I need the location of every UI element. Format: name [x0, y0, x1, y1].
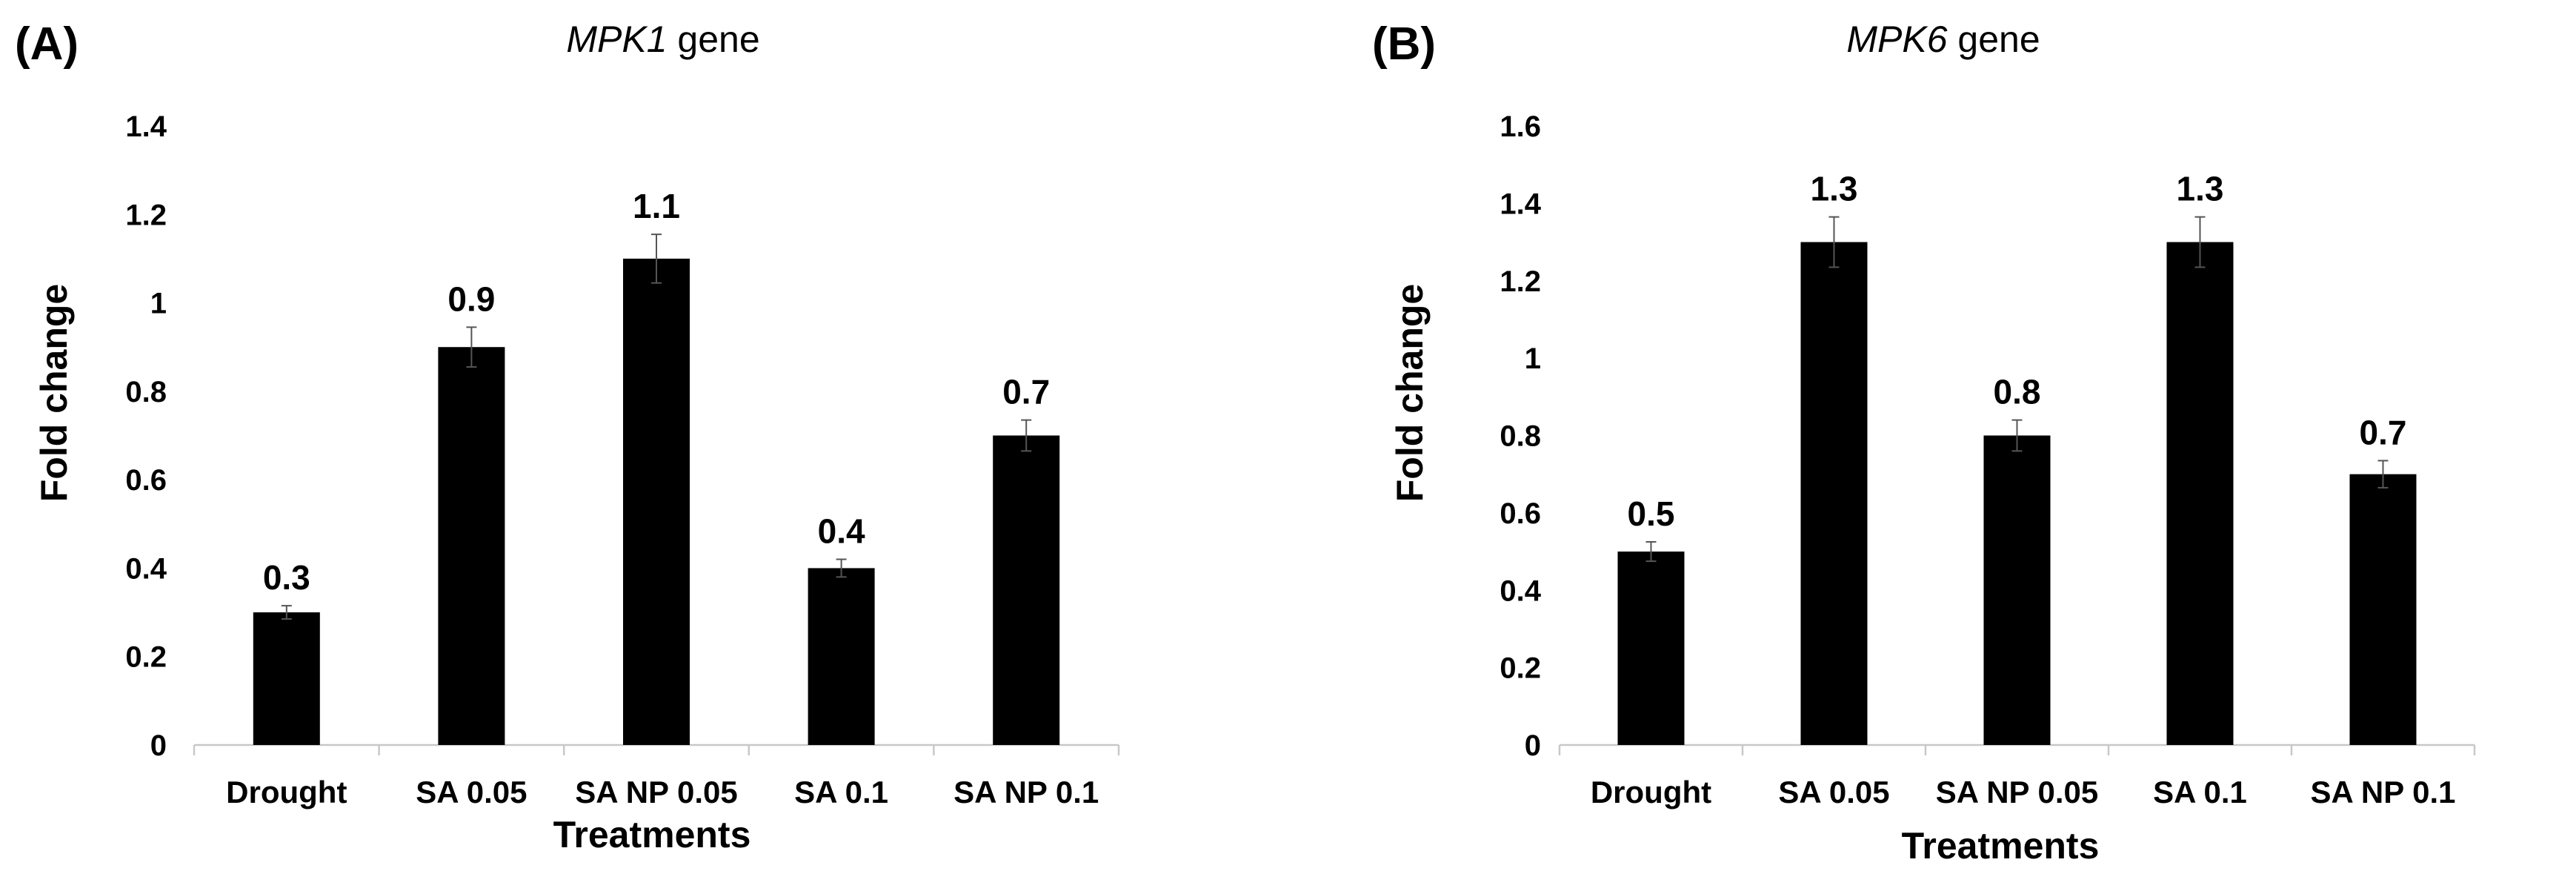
data-label: 1.3 — [2177, 170, 2224, 208]
bar — [993, 435, 1060, 745]
y-tick-label: 0 — [1525, 729, 1541, 762]
x-tick-label: SA 0.1 — [2153, 775, 2247, 809]
y-tick-label: 0.8 — [1500, 420, 1541, 453]
y-axis-title: Fold change — [33, 284, 75, 502]
y-tick-label: 1.2 — [1500, 265, 1541, 298]
bar — [1800, 242, 1868, 745]
x-tick-label: SA 0.1 — [794, 775, 888, 809]
y-tick-label: 0.2 — [125, 641, 167, 674]
y-tick-label: 1.6 — [1500, 110, 1541, 143]
bar — [808, 568, 875, 745]
y-tick-label: 0.8 — [125, 376, 167, 408]
panel-label: (A) — [15, 19, 79, 70]
x-tick-label: SA 0.05 — [1778, 775, 1889, 809]
bar — [1983, 435, 2051, 745]
chart-title-rest: gene — [1948, 19, 2040, 60]
data-label: 0.7 — [1002, 373, 1050, 411]
x-axis: Drought SA 0.05 SA NP 0.05 SA 0.1 SA NP 0.1 — [1558, 744, 2476, 809]
y-axis-ticks: 0 0.2 0.4 0.6 0.8 1 1.2 1.4 — [125, 110, 167, 762]
y-tick-label: 0.4 — [1500, 574, 1541, 607]
bars: 0.5 1.3 0.8 1.3 0.7 — [1617, 170, 2417, 745]
data-label: 0.4 — [818, 512, 865, 551]
data-label: 0.5 — [1628, 494, 1675, 533]
x-tick-label: SA NP 0.1 — [953, 775, 1099, 809]
chart-title-rest: gene — [668, 19, 760, 60]
y-tick-label: 1.4 — [125, 110, 167, 143]
panel-label: (B) — [1372, 19, 1436, 70]
x-tick-label: Drought — [226, 775, 347, 809]
x-tick-label: SA 0.05 — [416, 775, 527, 809]
y-tick-label: 1 — [150, 288, 167, 320]
x-axis-title: Treatments — [1902, 825, 2100, 867]
bar — [2166, 242, 2234, 745]
y-tick-label: 0.6 — [125, 464, 167, 497]
y-tick-label: 0.6 — [1500, 497, 1541, 530]
bar — [2349, 474, 2417, 745]
y-axis-title: Fold change — [1389, 284, 1431, 502]
x-tick-label: Drought — [1591, 775, 1711, 809]
chart-panel-a: (A) MPK1 gene Fold change Treatments 0 0.… — [15, 19, 1120, 855]
x-axis-title: Treatments — [553, 814, 751, 855]
y-tick-label: 1.4 — [1500, 188, 1541, 220]
data-label: 0.8 — [1994, 373, 2041, 411]
bar — [1617, 552, 1685, 745]
chart-title-gene: MPK6 — [1846, 19, 1947, 60]
chart-title: MPK6 gene — [1846, 19, 2040, 60]
bars: 0.3 0.9 1.1 0.4 0.7 — [253, 187, 1060, 745]
data-label: 0.9 — [447, 279, 495, 318]
data-label: 0.7 — [2360, 413, 2407, 451]
bar — [253, 612, 320, 745]
y-tick-label: 0 — [150, 729, 167, 762]
x-tick-label: SA NP 0.05 — [1936, 775, 2098, 809]
chart-panel-b: (B) MPK6 gene Fold change Treatments 0 0.… — [1372, 19, 2476, 867]
bar — [438, 347, 505, 745]
y-axis-ticks: 0 0.2 0.4 0.6 0.8 1 1.2 1.4 1.6 — [1500, 110, 1541, 762]
y-tick-label: 0.4 — [125, 552, 167, 585]
y-tick-label: 0.2 — [1500, 652, 1541, 685]
data-label: 0.3 — [263, 558, 310, 597]
y-tick-label: 1 — [1525, 342, 1541, 375]
x-axis: Drought SA 0.05 SA NP 0.05 SA 0.1 SA NP 0.1 — [193, 744, 1120, 809]
chart-title: MPK1 gene — [566, 19, 759, 60]
y-tick-label: 1.2 — [125, 199, 167, 231]
x-tick-label: SA NP 0.1 — [2310, 775, 2455, 809]
data-label: 1.1 — [633, 187, 680, 225]
bar — [623, 258, 690, 745]
data-label: 1.3 — [1811, 170, 1858, 208]
x-tick-label: SA NP 0.05 — [575, 775, 737, 809]
chart-title-gene: MPK1 — [566, 19, 667, 60]
